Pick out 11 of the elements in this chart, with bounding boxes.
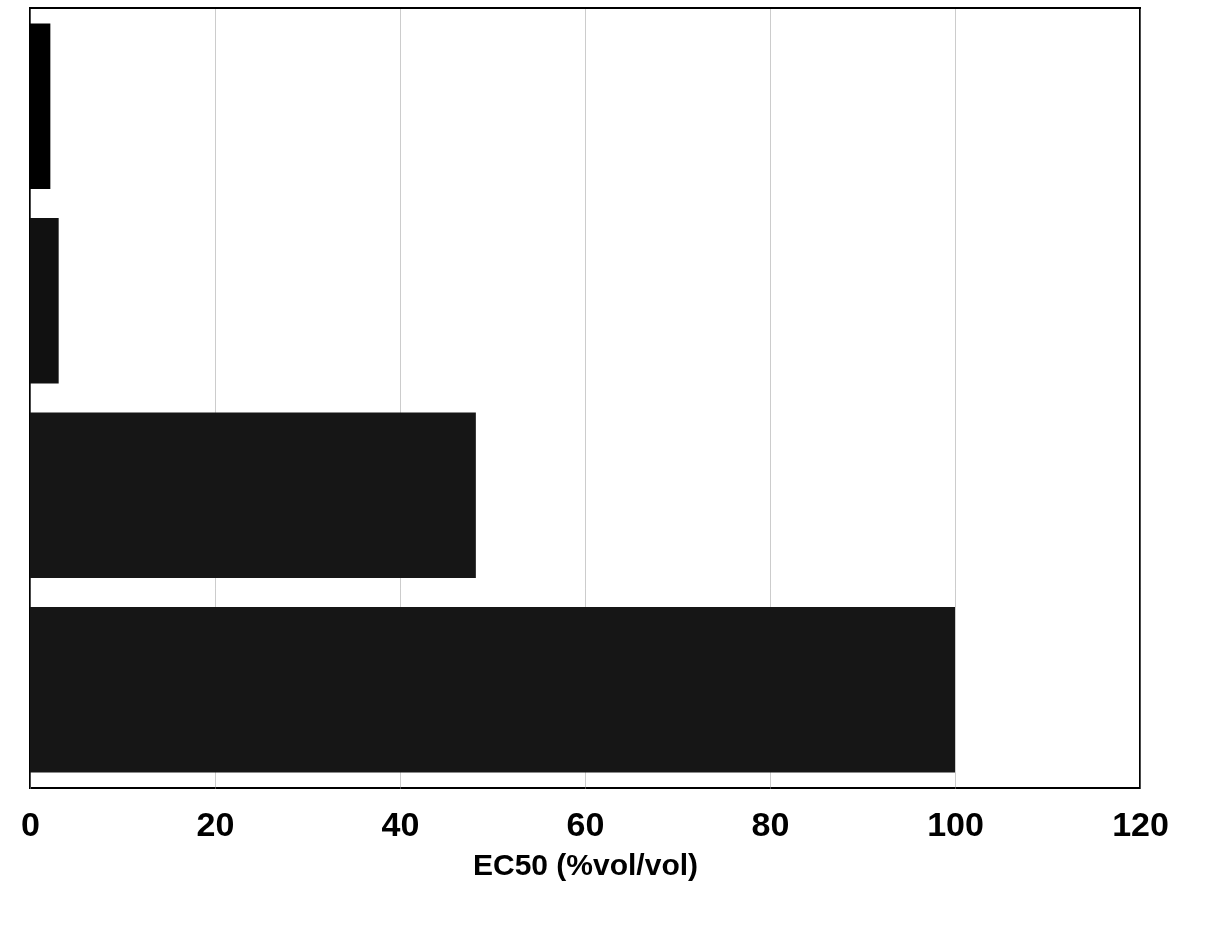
x-tick-label: 100 bbox=[927, 804, 984, 843]
x-tick-label: 120 bbox=[1112, 804, 1169, 843]
bar bbox=[30, 412, 476, 578]
x-tick-label: 0 bbox=[21, 804, 40, 843]
x-tick-label: 60 bbox=[566, 804, 605, 843]
x-axis-title: EC50 (%vol/vol) bbox=[472, 847, 699, 881]
x-tick-label: 20 bbox=[196, 804, 235, 843]
bar bbox=[30, 218, 59, 384]
bar bbox=[30, 607, 955, 773]
x-tick-label: 40 bbox=[381, 804, 420, 843]
x-tick-label: 80 bbox=[751, 804, 790, 843]
